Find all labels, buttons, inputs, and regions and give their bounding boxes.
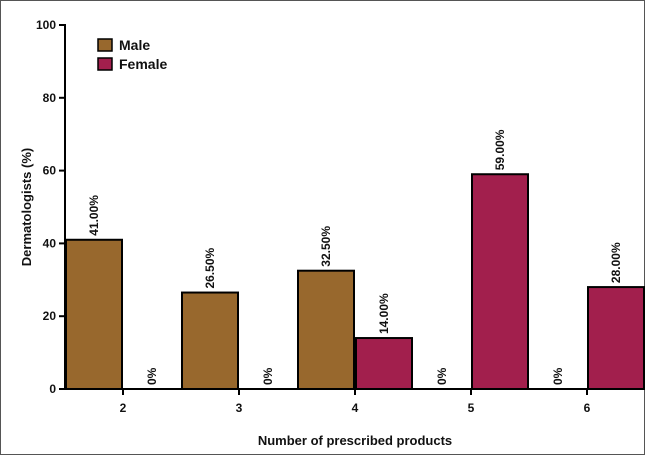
y-tick-label: 100 [36, 18, 56, 32]
bar-female-5 [471, 173, 529, 390]
x-tick-label: 6 [584, 401, 591, 415]
x-tick-label: 2 [120, 401, 127, 415]
bar-value-label: 0% [435, 367, 449, 385]
bar-value-label: 26.50% [203, 248, 217, 289]
bar-value-label: 0% [551, 367, 565, 385]
bars-group [65, 173, 645, 391]
legend-swatch-male [97, 38, 113, 52]
bar-value-label: 28.00% [609, 242, 623, 283]
bar-male-3 [181, 291, 239, 391]
y-tick-label: 60 [43, 164, 57, 178]
bar-value-label: 0% [145, 367, 159, 385]
legend-swatch-female [97, 57, 113, 71]
bar-female-4 [355, 337, 413, 391]
bar-value-label: 59.00% [493, 129, 507, 170]
bar-value-label: 41.00% [87, 195, 101, 236]
legend-label-male: Male [119, 37, 150, 53]
bar-value-label: 0% [261, 367, 275, 385]
y-axis: 0 20 40 60 80 100 [36, 18, 66, 396]
bar-value-label: 32.50% [319, 226, 333, 267]
x-tick-label: 3 [236, 401, 243, 415]
x-axis: 2 3 4 5 6 [64, 388, 645, 415]
y-tick-label: 0 [49, 382, 56, 396]
x-tick-label: 5 [468, 401, 475, 415]
bar-value-label: 14.00% [377, 293, 391, 334]
bar-male-2 [65, 238, 123, 390]
legend: Male Female [97, 37, 167, 72]
bar-labels-group: 41.00% 26.50% 32.50% 0% 0% 0% 0% 14.00% 59.00% 28… [87, 129, 623, 385]
y-tick-label: 40 [43, 236, 57, 250]
y-axis-title: Dermatologists (%) [19, 148, 34, 266]
y-tick-label: 80 [43, 91, 57, 105]
legend-label-female: Female [119, 56, 167, 72]
bar-female-6 [587, 286, 645, 390]
x-tick-label: 4 [352, 401, 359, 415]
bar-male-4 [297, 269, 355, 391]
y-tick-label: 20 [43, 309, 57, 323]
x-axis-title: Number of prescribed products [258, 433, 452, 448]
